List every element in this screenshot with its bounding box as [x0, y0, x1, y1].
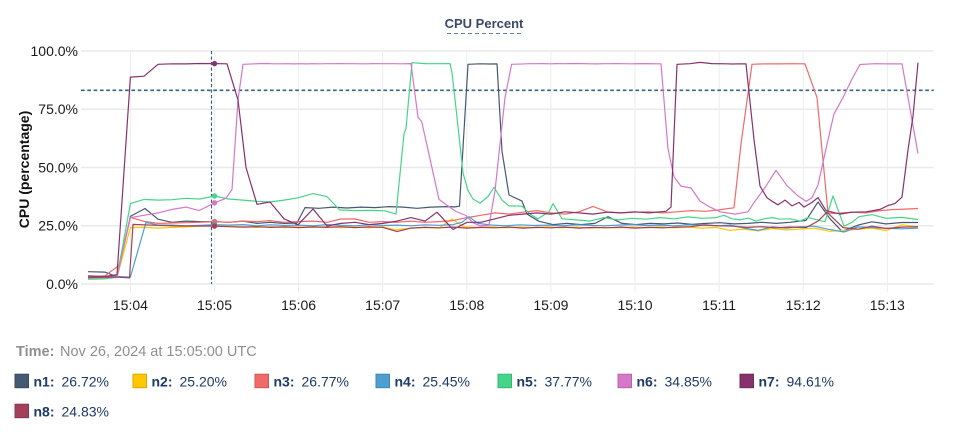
svg-text:CPU (percentage): CPU (percentage) — [16, 111, 32, 228]
svg-text:n3:: n3: — [274, 374, 295, 390]
svg-text:n5:: n5: — [517, 374, 538, 390]
svg-text:0.0%: 0.0% — [46, 276, 78, 292]
svg-text:CPU Percent: CPU Percent — [445, 16, 524, 31]
svg-text:100.0%: 100.0% — [31, 43, 78, 59]
svg-text:n8:: n8: — [34, 404, 55, 420]
svg-text:15:09: 15:09 — [533, 297, 568, 313]
svg-text:94.61%: 94.61% — [787, 374, 834, 390]
svg-text:15:04: 15:04 — [113, 297, 148, 313]
svg-text:24.83%: 24.83% — [62, 404, 109, 420]
svg-text:34.85%: 34.85% — [665, 374, 712, 390]
svg-text:15:12: 15:12 — [786, 297, 821, 313]
svg-text:Time:: Time: — [16, 344, 54, 360]
svg-text:26.72%: 26.72% — [62, 374, 109, 390]
svg-text:15:08: 15:08 — [449, 297, 484, 313]
svg-text:26.77%: 26.77% — [302, 374, 349, 390]
svg-text:n7:: n7: — [759, 374, 780, 390]
svg-text:25.45%: 25.45% — [423, 374, 470, 390]
svg-text:25.0%: 25.0% — [38, 218, 78, 234]
svg-text:15:13: 15:13 — [870, 297, 905, 313]
svg-text:n4:: n4: — [395, 374, 416, 390]
svg-text:15:05: 15:05 — [197, 297, 232, 313]
svg-text:25.20%: 25.20% — [180, 374, 227, 390]
svg-text:15:07: 15:07 — [365, 297, 400, 313]
svg-text:Nov 26, 2024 at 15:05:00 UTC: Nov 26, 2024 at 15:05:00 UTC — [60, 344, 257, 360]
svg-text:50.0%: 50.0% — [38, 159, 78, 175]
svg-text:n2:: n2: — [152, 374, 173, 390]
svg-text:n1:: n1: — [34, 374, 55, 390]
svg-text:75.0%: 75.0% — [38, 101, 78, 117]
svg-text:15:06: 15:06 — [281, 297, 316, 313]
svg-text:15:11: 15:11 — [702, 297, 736, 313]
svg-text:37.77%: 37.77% — [545, 374, 592, 390]
svg-text:n6:: n6: — [637, 374, 658, 390]
svg-text:15:10: 15:10 — [617, 297, 652, 313]
